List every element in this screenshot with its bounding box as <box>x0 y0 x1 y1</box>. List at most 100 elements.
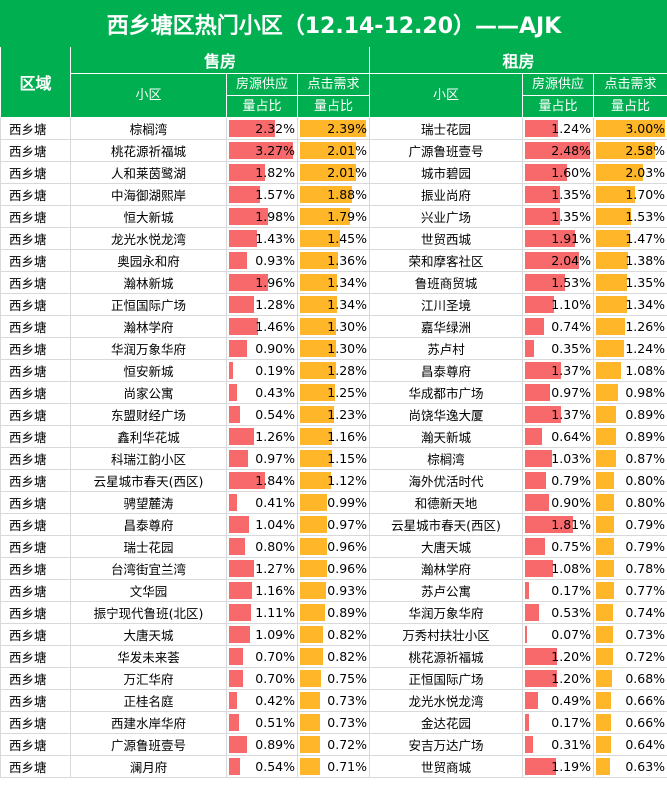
sale-demand-cell: 0.96% <box>297 535 370 558</box>
rent-supply-cell: 0.53% <box>522 601 594 624</box>
sale-demand-cell-value: 1.34% <box>327 296 367 312</box>
area-cell: 西乡塘 <box>0 381 71 404</box>
rent-demand-cell: 0.74% <box>592 601 667 624</box>
sale-supply-cell-value: 1.26% <box>255 428 295 444</box>
sale-supply-cell-value: 0.41% <box>255 494 295 510</box>
rent-demand-cell-value: 1.47% <box>625 230 666 246</box>
sale-supply-cell: 1.46% <box>226 315 298 338</box>
sale-supply-cell-value: 1.27% <box>255 560 295 576</box>
rent-community-cell: 正恒国际广场 <box>369 667 523 690</box>
sale-supply-cell-bar <box>229 164 265 181</box>
rent-supply-cell-bar <box>525 450 552 467</box>
sale-supply-cell-value: 0.70% <box>255 648 295 664</box>
rent-supply-cell-value: 1.24% <box>551 120 591 136</box>
sale-demand-cell-bar <box>300 296 337 313</box>
rent-demand-cell-value: 1.26% <box>625 318 666 334</box>
rent-demand-cell: 0.87% <box>592 447 667 470</box>
table-row: 西乡塘 瑞士花园 0.80% 0.96% 大唐天城 0.75% 0.79% <box>0 535 667 558</box>
sale-supply-cell-value: 0.19% <box>255 362 295 378</box>
rent-supply-cell: 0.90% <box>522 491 594 514</box>
rent-supply-cell: 1.03% <box>522 447 594 470</box>
sale-demand-cell-bar <box>300 472 331 489</box>
rent-demand-cell: 0.64% <box>592 733 667 756</box>
sale-supply-cell-bar <box>229 736 247 753</box>
sale-supply-cell: 1.27% <box>226 557 298 580</box>
sale-community-cell: 中海御湖熙岸 <box>70 183 227 206</box>
sale-demand-cell-bar <box>300 340 336 357</box>
sale-demand-cell: 0.71% <box>297 755 370 778</box>
table-row: 西乡塘 棕榈湾 2.32% 2.39% 瑞士花园 1.24% 3.00% <box>0 117 667 140</box>
table-row: 西乡塘 昌泰尊府 1.04% 0.97% 云星城市春天(西区) 1.81% 0.79% <box>0 513 667 536</box>
sale-community-header: 小区 <box>70 73 227 118</box>
rent-community-cell: 城市碧园 <box>369 161 523 184</box>
sale-supply-cell-value: 0.93% <box>255 252 295 268</box>
rent-supply-cell: 1.08% <box>522 557 594 580</box>
sale-supply-cell-value: 1.82% <box>255 164 295 180</box>
area-cell: 西乡塘 <box>0 645 71 668</box>
table-row: 西乡塘 尚家公寓 0.43% 1.25% 华成都市广场 0.97% 0.98% <box>0 381 667 404</box>
rent-supply-cell: 0.49% <box>522 689 594 712</box>
table-row: 西乡塘 恒安新城 0.19% 1.28% 昌泰尊府 1.37% 1.08% <box>0 359 667 382</box>
sale-demand-cell-bar <box>300 120 366 137</box>
sale-supply-cell: 3.27% <box>226 139 298 162</box>
sale-supply-cell-value: 0.43% <box>255 384 295 400</box>
rent-supply-cell-bar <box>525 120 558 137</box>
rent-supply-cell: 1.19% <box>522 755 594 778</box>
sale-demand-cell-value: 0.96% <box>327 538 367 554</box>
sale-supply-cell-value: 0.80% <box>255 538 295 554</box>
sale-supply-cell: 0.41% <box>226 491 298 514</box>
rent-demand-cell: 0.89% <box>592 403 667 426</box>
rent-supply-cell: 1.35% <box>522 205 594 228</box>
sale-community-cell: 云星城市春天(西区) <box>70 469 227 492</box>
sale-demand-cell-value: 0.89% <box>327 604 367 620</box>
area-cell: 西乡塘 <box>0 403 71 426</box>
sale-demand-cell-bar <box>300 736 320 753</box>
rent-demand-cell-value: 0.72% <box>625 648 666 664</box>
sale-demand-cell-value: 1.15% <box>327 450 367 466</box>
rent-demand-cell-bar <box>596 736 611 753</box>
rent-demand-cell: 1.38% <box>592 249 667 272</box>
area-cell: 西乡塘 <box>0 425 71 448</box>
rent-community-cell: 安吉万达广场 <box>369 733 523 756</box>
rent-demand-cell-value: 0.73% <box>625 626 666 642</box>
rent-supply-cell-value: 1.37% <box>551 362 591 378</box>
sale-community-cell: 科瑞江韵小区 <box>70 447 227 470</box>
sale-supply-cell-value: 1.84% <box>255 472 295 488</box>
sale-demand-cell-value: 1.30% <box>327 318 367 334</box>
rent-demand-cell: 0.66% <box>592 689 667 712</box>
sale-supply-cell: 0.89% <box>226 733 298 756</box>
sale-demand-cell: 0.73% <box>297 689 370 712</box>
sale-demand-cell: 0.73% <box>297 711 370 734</box>
rent-supply-cell-value: 1.08% <box>551 560 591 576</box>
sale-demand-cell-value: 0.97% <box>327 516 367 532</box>
rent-supply-header-line2: 量占比 <box>522 95 594 118</box>
sale-demand-cell-bar <box>300 208 350 225</box>
rent-supply-cell-value: 1.03% <box>551 450 591 466</box>
sale-demand-cell-value: 1.34% <box>327 274 367 290</box>
sale-supply-cell-value: 1.46% <box>255 318 295 334</box>
sale-supply-cell-value: 0.70% <box>255 670 295 686</box>
rent-demand-cell: 1.26% <box>592 315 667 338</box>
rent-demand-cell: 2.03% <box>592 161 667 184</box>
rent-supply-cell-value: 1.81% <box>551 516 591 532</box>
sale-demand-cell: 0.96% <box>297 557 370 580</box>
rent-supply-cell: 1.91% <box>522 227 594 250</box>
sale-supply-cell: 1.09% <box>226 623 298 646</box>
rent-demand-cell-bar <box>596 274 627 291</box>
area-cell: 西乡塘 <box>0 205 71 228</box>
rent-demand-cell-value: 0.89% <box>625 406 666 422</box>
area-cell: 西乡塘 <box>0 689 71 712</box>
sale-supply-cell-value: 0.54% <box>255 406 295 422</box>
rent-demand-cell-value: 0.78% <box>625 560 666 576</box>
sale-community-cell: 骋望麓涛 <box>70 491 227 514</box>
rent-supply-cell-value: 1.35% <box>551 186 591 202</box>
sale-supply-cell-bar <box>229 362 233 379</box>
sale-supply-cell-bar <box>229 582 252 599</box>
rent-community-cell: 和德新天地 <box>369 491 523 514</box>
rent-community-cell: 江川圣境 <box>369 293 523 316</box>
rent-supply-cell: 0.17% <box>522 711 594 734</box>
area-cell: 西乡塘 <box>0 491 71 514</box>
rent-supply-cell-value: 1.10% <box>551 296 591 312</box>
rent-supply-cell-bar <box>525 164 567 181</box>
